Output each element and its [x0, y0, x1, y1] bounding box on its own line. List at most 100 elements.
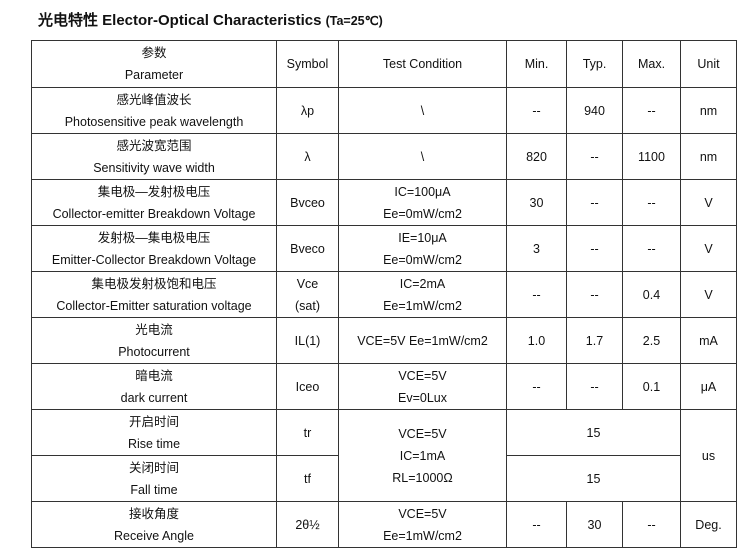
- min-cell: 30: [506, 179, 567, 226]
- max-cell-text: 0.1: [642, 379, 661, 394]
- min-cell-text: 1.0: [527, 333, 546, 348]
- parameter-cell-text: Sensitivity wave width: [93, 160, 215, 175]
- unit-cell-text: mA: [699, 333, 718, 348]
- unit-cell-text: V: [704, 195, 713, 210]
- symbol-cell: λp: [276, 87, 339, 134]
- unit-cell: Deg.: [680, 501, 737, 548]
- typ-cell: --: [566, 133, 623, 180]
- table-row: 感光波宽范围 Sensitivity wave width λ \ 820 -- 1100 n…: [31, 133, 737, 180]
- unit-cell-text: μA: [700, 379, 717, 394]
- symbol-cell-text: IL(1): [294, 333, 321, 348]
- parameter-cell-text: 感光波宽范围: [116, 138, 192, 153]
- parameter-cell: 光电流 Photocurrent: [31, 317, 277, 364]
- parameter-cell-text: 暗电流: [135, 368, 173, 383]
- table-row: 暗电流 dark current Iceo VCE=5V Ev=0Lux -- -- 0.1 μ…: [31, 363, 737, 410]
- symbol-cell-text: (sat): [295, 298, 320, 313]
- unit-cell-text: V: [704, 287, 713, 302]
- parameter-cell-text: Fall time: [130, 482, 178, 497]
- max-cell-text: --: [647, 195, 656, 210]
- typ-cell: --: [566, 271, 623, 318]
- condition-cell: IC=2mA Ee=1mW/cm2: [338, 271, 507, 318]
- max-cell-text: 0.4: [642, 287, 661, 302]
- parameter-cell-text: 发射极—集电极电压: [97, 230, 211, 245]
- typ-cell-text: --: [590, 287, 599, 302]
- parameter-cell-text: 关闭时间: [128, 460, 179, 475]
- min-cell: --: [506, 363, 567, 410]
- condition-cell-text: \: [420, 103, 425, 118]
- parameter-cell-text: 接收角度: [128, 506, 179, 521]
- min-cell-text: --: [532, 379, 541, 394]
- typ-cell-text: --: [590, 149, 599, 164]
- min-cell: --: [506, 87, 567, 134]
- typ-cell: --: [566, 225, 623, 272]
- parameter-cell-text: 开启时间: [128, 414, 179, 429]
- header-parameter-cn: 参数: [141, 46, 167, 60]
- max-cell: 0.4: [622, 271, 681, 318]
- parameter-cell-text: 光电流: [135, 322, 173, 337]
- parameter-cell-text: Photosensitive peak wavelength: [64, 114, 244, 129]
- symbol-cell-text: tr: [303, 425, 312, 440]
- symbol-cell: tf: [276, 455, 339, 502]
- parameter-cell-text: Collector-Emitter saturation voltage: [56, 298, 252, 313]
- max-cell: 0.1: [622, 363, 681, 410]
- parameter-cell-text: 感光峰值波长: [116, 92, 192, 107]
- parameter-cell: 发射极—集电极电压 Emitter-Collector Breakdown Vol…: [31, 225, 277, 272]
- unit-cell: nm: [680, 133, 737, 180]
- typ-cell-text: 940: [584, 103, 605, 118]
- symbol-cell-text: λ: [304, 149, 311, 164]
- header-typ: Typ.: [566, 40, 623, 88]
- value-cell: 15: [506, 455, 681, 502]
- condition-cell-text: Ee=0mW/cm2: [383, 206, 462, 221]
- min-cell-text: 3: [533, 241, 540, 256]
- parameter-cell-text: Photocurrent: [118, 344, 190, 359]
- symbol-cell-text: Vce: [296, 276, 319, 291]
- max-cell: --: [622, 501, 681, 548]
- min-cell: --: [506, 271, 567, 318]
- parameter-cell: 集电极—发射极电压 Collector-emitter Breakdown Vol…: [31, 179, 277, 226]
- header-parameter-en: Parameter: [124, 68, 184, 82]
- symbol-cell: Iceo: [276, 363, 339, 410]
- unit-cell-text: us: [701, 448, 716, 463]
- table-row: 感光峰值波长 Photosensitive peak wavelength λp \ -…: [31, 87, 737, 134]
- condition-cell: \: [338, 87, 507, 134]
- unit-cell: us: [680, 409, 737, 502]
- typ-cell-text: --: [590, 195, 599, 210]
- parameter-cell-text: Receive Angle: [114, 528, 194, 543]
- parameter-cell: 开启时间 Rise time: [31, 409, 277, 456]
- symbol-cell-text: λp: [300, 103, 315, 118]
- unit-cell: μA: [680, 363, 737, 410]
- table-row: 集电极发射极饱和电压 Collector-Emitter saturation v…: [31, 271, 737, 318]
- max-cell: --: [622, 87, 681, 134]
- symbol-cell: 2θ½: [276, 501, 339, 548]
- electro-optical-table: 参数 Parameter Symbol Test Condition Min. …: [31, 40, 737, 548]
- condition-cell-text: IC=100μA: [394, 184, 451, 199]
- table-row: 光电流 Photocurrent IL(1) VCE=5V Ee=1mW/cm2 1.0…: [31, 317, 737, 364]
- parameter-cell: 集电极发射极饱和电压 Collector-Emitter saturation v…: [31, 271, 277, 318]
- max-cell: --: [622, 225, 681, 272]
- condition-cell-text: \: [420, 149, 425, 164]
- unit-cell-text: nm: [699, 103, 718, 118]
- table-row-receive-angle: 接收角度 Receive Angle 2θ½ VCE=5V Ee=1mW/cm2 -- 30…: [31, 501, 737, 548]
- min-cell-text: 820: [526, 149, 547, 164]
- typ-cell: 30: [566, 501, 623, 548]
- unit-cell: V: [680, 271, 737, 318]
- symbol-cell: Bveco: [276, 225, 339, 272]
- max-cell-text: --: [647, 517, 656, 532]
- typ-cell: 1.7: [566, 317, 623, 364]
- max-cell-text: --: [647, 241, 656, 256]
- condition-cell-text: VCE=5V: [398, 426, 447, 441]
- parameter-cell-text: Rise time: [127, 436, 181, 451]
- max-cell-text: 2.5: [642, 333, 661, 348]
- value-cell-text: 15: [586, 471, 601, 486]
- header-symbol: Symbol: [276, 40, 339, 88]
- parameter-cell-text: dark current: [120, 390, 188, 405]
- min-cell-text: 30: [529, 195, 544, 210]
- unit-cell-text: V: [704, 241, 713, 256]
- typ-cell-text: --: [590, 379, 599, 394]
- symbol-cell-text: Bvceo: [290, 195, 325, 210]
- title-main: 光电特性 Elector-Optical Characteristics: [38, 12, 322, 29]
- symbol-cell: IL(1): [276, 317, 339, 364]
- condition-cell: IC=100μA Ee=0mW/cm2: [338, 179, 507, 226]
- unit-cell-text: Deg.: [695, 517, 722, 532]
- section-title: 光电特性 Elector-Optical Characteristics (Ta…: [38, 9, 383, 30]
